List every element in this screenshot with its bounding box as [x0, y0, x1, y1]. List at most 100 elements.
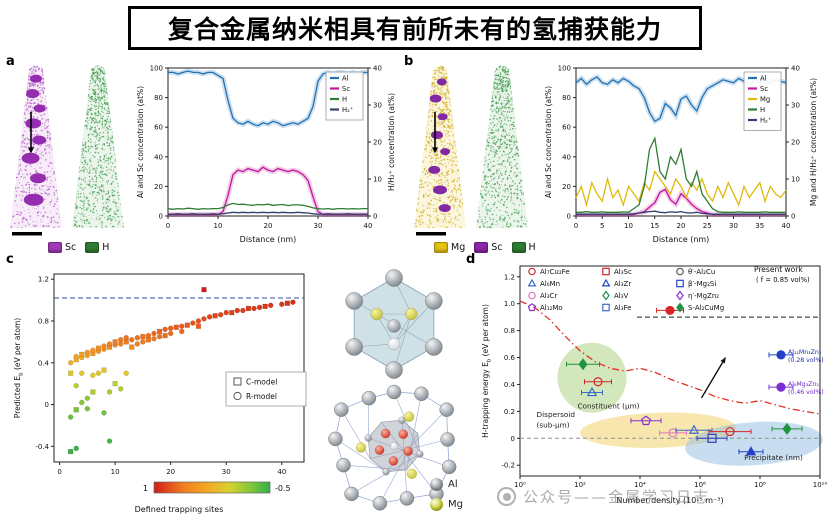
svg-text:10: 10 — [624, 222, 633, 230]
panel-a-label: a — [6, 54, 15, 69]
h-legend-label: H — [102, 242, 110, 253]
svg-text:0.4: 0.4 — [38, 359, 50, 367]
svg-text:Mg and H/H₂⁺ concentration (at: Mg and H/H₂⁺ concentration (at%) — [809, 78, 818, 206]
panel-d-number-density-scatter-chart: 10⁰ 10² 10⁴ 10⁶ 10⁸ 10¹⁰ -0.2 0 0.2 0.4 0.6 0.8 1.0 1… — [481, 265, 828, 505]
svg-text:0: 0 — [159, 213, 163, 221]
mg-legend-label: Mg — [448, 499, 463, 510]
svg-text:30: 30 — [222, 468, 231, 476]
svg-text:10: 10 — [373, 176, 382, 184]
svg-text:35: 35 — [755, 222, 764, 230]
mg-sphere-icon — [430, 498, 443, 511]
svg-text:20: 20 — [264, 222, 273, 230]
svg-text:H₂⁺: H₂⁺ — [760, 117, 772, 125]
svg-text:( f = 0.85 vol%): ( f = 0.85 vol%) — [756, 276, 810, 284]
sc-legend-label: Sc — [65, 242, 77, 253]
svg-text:0: 0 — [567, 213, 571, 221]
svg-text:0.8: 0.8 — [38, 318, 49, 326]
svg-text:10⁶: 10⁶ — [694, 481, 706, 489]
panel-d-label: d — [466, 252, 476, 267]
al-sphere-icon — [430, 478, 443, 491]
svg-text:10¹⁰: 10¹⁰ — [813, 481, 828, 489]
svg-text:(0.46 vol%): (0.46 vol%) — [788, 389, 824, 396]
svg-text:(sub-μm): (sub-μm) — [537, 421, 570, 430]
svg-text:S-Al₂CuMg: S-Al₂CuMg — [688, 304, 724, 312]
svg-text:R-model: R-model — [246, 392, 277, 401]
svg-text:30: 30 — [791, 102, 800, 110]
watermark-logo-icon — [497, 487, 516, 506]
svg-text:-0.4: -0.4 — [35, 443, 49, 451]
svg-text:0: 0 — [45, 401, 49, 409]
svg-text:10: 10 — [111, 468, 120, 476]
h-swatch-icon — [511, 242, 526, 253]
svg-text:Al₃Zr: Al₃Zr — [614, 280, 631, 288]
svg-text:Al₁₂Mo: Al₁₂Mo — [540, 304, 563, 312]
svg-text:Al₃Fe: Al₃Fe — [614, 304, 632, 312]
svg-text:Sc: Sc — [342, 85, 350, 93]
svg-text:10⁸: 10⁸ — [754, 481, 766, 489]
h-legend-label: H — [528, 242, 536, 253]
sc-swatch-icon — [48, 242, 62, 253]
svg-text:Al: Al — [342, 75, 349, 83]
svg-text:0: 0 — [791, 213, 795, 221]
panel-b-label: b — [404, 54, 414, 69]
legend-item-al: Al — [430, 478, 463, 491]
svg-text:Distance (nm): Distance (nm) — [653, 235, 710, 244]
svg-text:30: 30 — [314, 222, 323, 230]
sc-swatch-icon — [474, 242, 489, 253]
svg-text:(0.28 vol%): (0.28 vol%) — [788, 357, 824, 364]
svg-text:Al₆Mn: Al₆Mn — [540, 280, 560, 288]
legend-item-sc: Sc — [474, 242, 503, 253]
svg-text:30: 30 — [729, 222, 738, 230]
watermark-text: 公众号——金属学习日志 — [523, 488, 711, 506]
svg-text:Present work: Present work — [754, 265, 803, 274]
svg-text:10⁴: 10⁴ — [634, 481, 646, 489]
svg-text:60: 60 — [562, 124, 571, 132]
svg-text:20: 20 — [166, 468, 175, 476]
svg-text:0.6: 0.6 — [504, 354, 516, 362]
svg-text:Constituent (μm): Constituent (μm) — [577, 402, 639, 411]
svg-text:10⁰: 10⁰ — [514, 481, 526, 489]
svg-text:Predicted Eb (eV per atom): Predicted Eb (eV per atom) — [13, 318, 25, 418]
panel-c-atomic-cluster-renderings — [328, 269, 457, 511]
svg-text:0: 0 — [511, 435, 515, 443]
svg-text:H/H₂⁺ concentration (at%): H/H₂⁺ concentration (at%) — [387, 93, 396, 191]
svg-text:80: 80 — [562, 94, 571, 102]
svg-text:40: 40 — [364, 222, 373, 230]
svg-text:100: 100 — [558, 65, 571, 73]
svg-text:Al₃Sc: Al₃Sc — [614, 268, 632, 276]
svg-text:Sc: Sc — [760, 85, 768, 93]
svg-text:Al₁₁Mn₃Zn₂: Al₁₁Mn₃Zn₂ — [788, 349, 822, 356]
svg-text:20: 20 — [677, 222, 686, 230]
panel-c-trapping-energy-scatter-chart: 0 10 20 30 40 -0.4 0 0.4 0.8 1.2 C-model R-model 1 -0… — [13, 273, 307, 514]
h-swatch-icon — [85, 242, 100, 253]
svg-text:Mg: Mg — [760, 96, 770, 104]
svg-text:40: 40 — [791, 65, 800, 73]
svg-text:10²: 10² — [574, 481, 586, 489]
legend-item-sc: Sc — [48, 242, 76, 253]
svg-text:-0.5: -0.5 — [275, 484, 291, 493]
svg-text:C-model: C-model — [246, 378, 277, 387]
panel-b-tip-legend: Mg Sc H — [434, 242, 536, 253]
svg-text:Al₃V: Al₃V — [614, 292, 629, 300]
svg-text:40: 40 — [782, 222, 791, 230]
svg-text:0.2: 0.2 — [504, 408, 515, 416]
svg-text:20: 20 — [373, 139, 382, 147]
svg-text:Al and Sc concentration (at%): Al and Sc concentration (at%) — [136, 86, 145, 198]
title-text: 复合金属纳米相具有前所未有的氢捕获能力 — [167, 15, 662, 44]
svg-text:25: 25 — [703, 222, 712, 230]
panel-c-label: c — [6, 252, 14, 267]
mg-legend-label: Mg — [451, 242, 466, 253]
svg-text:θ′-Al₂Cu: θ′-Al₂Cu — [688, 268, 715, 276]
svg-text:Al₈Mg₃Zn₂: Al₈Mg₃Zn₂ — [788, 381, 819, 388]
legend-item-mg: Mg — [434, 242, 465, 253]
legend-item-h: H — [511, 242, 536, 253]
svg-text:80: 80 — [154, 94, 163, 102]
svg-text:1: 1 — [143, 484, 148, 493]
svg-text:H-trapping energy Eb (eV per a: H-trapping energy Eb (eV per atom) — [481, 304, 493, 438]
svg-text:40: 40 — [562, 153, 571, 161]
svg-text:-0.2: -0.2 — [501, 462, 515, 470]
svg-text:20: 20 — [562, 183, 571, 191]
svg-text:H: H — [342, 96, 347, 104]
legend-item-mg: Mg — [430, 498, 463, 511]
